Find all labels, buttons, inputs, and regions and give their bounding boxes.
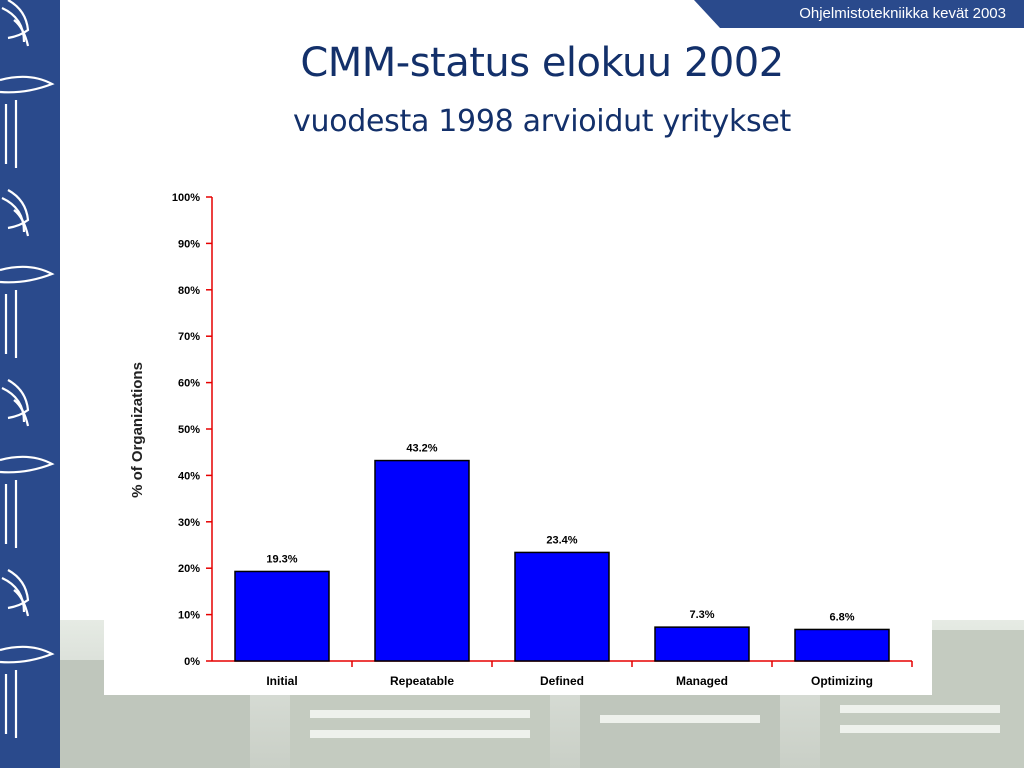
y-axis-label: % of Organizations	[129, 362, 146, 498]
flame-emblem-pattern	[0, 0, 55, 740]
bar-value-label: 6.8%	[829, 611, 854, 623]
course-label: Ohjelmistotekniikka kevät 2003	[799, 5, 1006, 22]
bar	[234, 570, 330, 662]
bar-value-label: 23.4%	[546, 534, 577, 546]
bar-value-label: 19.3%	[266, 553, 297, 565]
y-tick-label: 80%	[178, 285, 200, 297]
y-tick-label: 10%	[178, 610, 200, 622]
y-tick-label: 50%	[178, 424, 200, 436]
bar	[514, 551, 610, 662]
y-tick-label: 30%	[178, 517, 200, 529]
bar	[374, 459, 470, 662]
y-tick-label: 90%	[178, 238, 200, 250]
chart-panel: 0% 10% 20% 30% 40% 50% 60% 70% 80% 90% 100% % of Or…	[104, 180, 932, 695]
y-tick-label: 0%	[184, 656, 200, 668]
slide-title: CMM-status elokuu 2002	[300, 40, 784, 86]
slide-subtitle: vuodesta 1998 arvioidut yritykset	[293, 104, 791, 139]
bar-chart: 0% 10% 20% 30% 40% 50% 60% 70% 80% 90% 100% % of Or…	[129, 192, 913, 688]
x-category-label: Optimizing	[811, 674, 873, 688]
bar-value-label: 7.3%	[689, 609, 714, 621]
y-tick-label: 100%	[172, 192, 200, 204]
bar	[654, 626, 750, 662]
x-category-label: Defined	[540, 674, 584, 688]
y-tick-label: 40%	[178, 470, 200, 482]
y-tick-label: 20%	[178, 563, 200, 575]
decorative-side-band	[0, 0, 60, 768]
x-category-label: Managed	[676, 674, 728, 688]
x-category-label: Initial	[266, 674, 297, 688]
y-tick-label: 60%	[178, 378, 200, 390]
y-tick-label: 70%	[178, 331, 200, 343]
x-category-label: Repeatable	[390, 674, 454, 688]
bar	[794, 628, 890, 662]
bar-value-label: 43.2%	[406, 443, 437, 455]
course-header-tab: Ohjelmistotekniikka kevät 2003	[694, 0, 1024, 28]
